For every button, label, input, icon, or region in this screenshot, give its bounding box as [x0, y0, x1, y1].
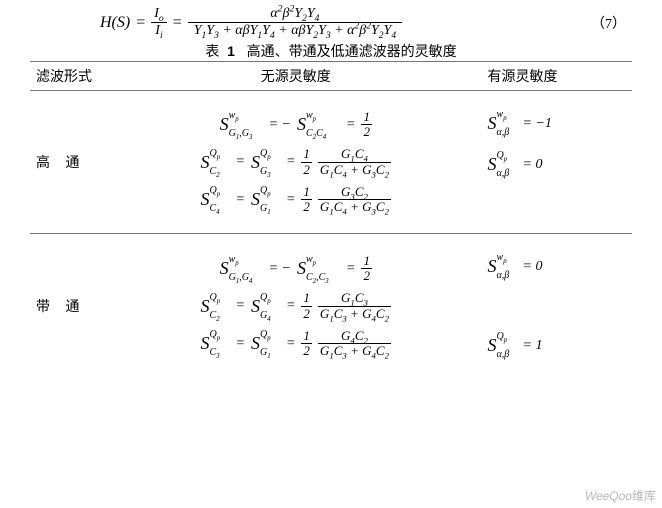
- page-root: H(S) = Io Ii = α2β2Y2Y4 Y1Y3 + αβY1Y4 + …: [0, 0, 662, 378]
- hp-passive-line-2: SQpC2 = SQpG3 = 12 G1C4G1C4 + G3C2: [116, 147, 476, 177]
- hp-active-line-2: SQpα,β = 0: [488, 154, 626, 175]
- bp-passive-cell: SwpG1,G4 = − SwpC2,C3 = 12 SQpC2 = SQpG4…: [110, 234, 482, 379]
- bp-active-line-2: SQpα,β = 1: [488, 335, 626, 356]
- hp-passive-cell: SwpG1,G3 = − SwpC2C4 = 12 SQpC2 = SQpG3 …: [110, 91, 482, 234]
- equation-number: （7）: [591, 13, 632, 33]
- eq7-mid-den-sub: i: [160, 31, 163, 41]
- col-header-type: 滤波形式: [30, 62, 110, 91]
- watermark-en: WeeQoo: [585, 489, 632, 503]
- bp-passive-line-1: SwpG1,G4 = − SwpC2,C3 = 12: [116, 254, 476, 284]
- watermark: WeeQoo维库: [585, 487, 656, 504]
- table-row: 高 通 SwpG1,G3 = − SwpC2C4 = 12 SQpC2 = SQ…: [30, 91, 632, 234]
- eq7-rhs-frac: α2β2Y2Y4 Y1Y3 + αβY1Y4 + αβY2Y3 + α2β2Y2…: [188, 6, 402, 39]
- row-label-bp: 带 通: [30, 234, 110, 379]
- bp-active-val-2: = 1: [523, 338, 543, 354]
- bp-active-cell: Swpα,β = 0 SQpα,β = 1: [482, 234, 632, 379]
- eq7-rhs-num: α2β2Y2Y4: [264, 6, 325, 22]
- caption-text: 高通、带通及低通滤波器的灵敏度: [247, 43, 457, 59]
- watermark-cn: 维库: [632, 489, 656, 503]
- table-caption: 表 1 高通、带通及低通滤波器的灵敏度: [30, 41, 632, 61]
- eq7-mid-frac: Io Ii: [151, 6, 166, 39]
- bp-passive-line-2: SQpC2 = SQpG4 = 12 G1C3G1C3 + G4C2: [116, 291, 476, 321]
- equals-sign: =: [136, 14, 145, 32]
- hp-active-val-1: = −1: [523, 116, 552, 132]
- equation-7: H(S) = Io Ii = α2β2Y2Y4 Y1Y3 + αβY1Y4 + …: [100, 6, 402, 39]
- caption-number: 1: [227, 43, 235, 59]
- equals-sign: =: [173, 14, 182, 32]
- col-header-passive: 无源灵敏度: [110, 62, 482, 91]
- bp-active-line-1: Swpα,β = 0: [488, 256, 626, 277]
- eq7-rhs-den: Y1Y3 + αβY1Y4 + αβY2Y3 + α2β2Y2Y4: [188, 23, 402, 39]
- hp-active-val-2: = 0: [523, 157, 543, 173]
- col-header-active: 有源灵敏度: [482, 62, 632, 91]
- table-header-row: 滤波形式 无源灵敏度 有源灵敏度: [30, 62, 632, 91]
- row-label-hp: 高 通: [30, 91, 110, 234]
- eq7-lhs: H(S): [100, 14, 130, 32]
- bp-passive-line-3: SQpC3 = SQpG1 = 12 G4C2G1C3 + G4C2: [116, 329, 476, 359]
- hp-active-line-1: Swpα,β = −1: [488, 113, 626, 134]
- table-row: 带 通 SwpG1,G4 = − SwpC2,C3 = 12 SQpC2 = S…: [30, 234, 632, 379]
- bp-active-val-1: = 0: [523, 259, 543, 275]
- hp-passive-line-3: SQpC4 = SQpG1 = 12 G3C2G1C4 + G3C2: [116, 185, 476, 215]
- equation-7-line: H(S) = Io Ii = α2β2Y2Y4 Y1Y3 + αβY1Y4 + …: [100, 6, 632, 39]
- hp-passive-line-1: SwpG1,G3 = − SwpC2C4 = 12: [116, 110, 476, 140]
- hp-active-cell: Swpα,β = −1 SQpα,β = 0 x: [482, 91, 632, 234]
- sensitivity-table: 滤波形式 无源灵敏度 有源灵敏度 高 通 SwpG1,G3 = − SwpC2C…: [30, 61, 632, 378]
- caption-prefix: 表: [205, 43, 219, 59]
